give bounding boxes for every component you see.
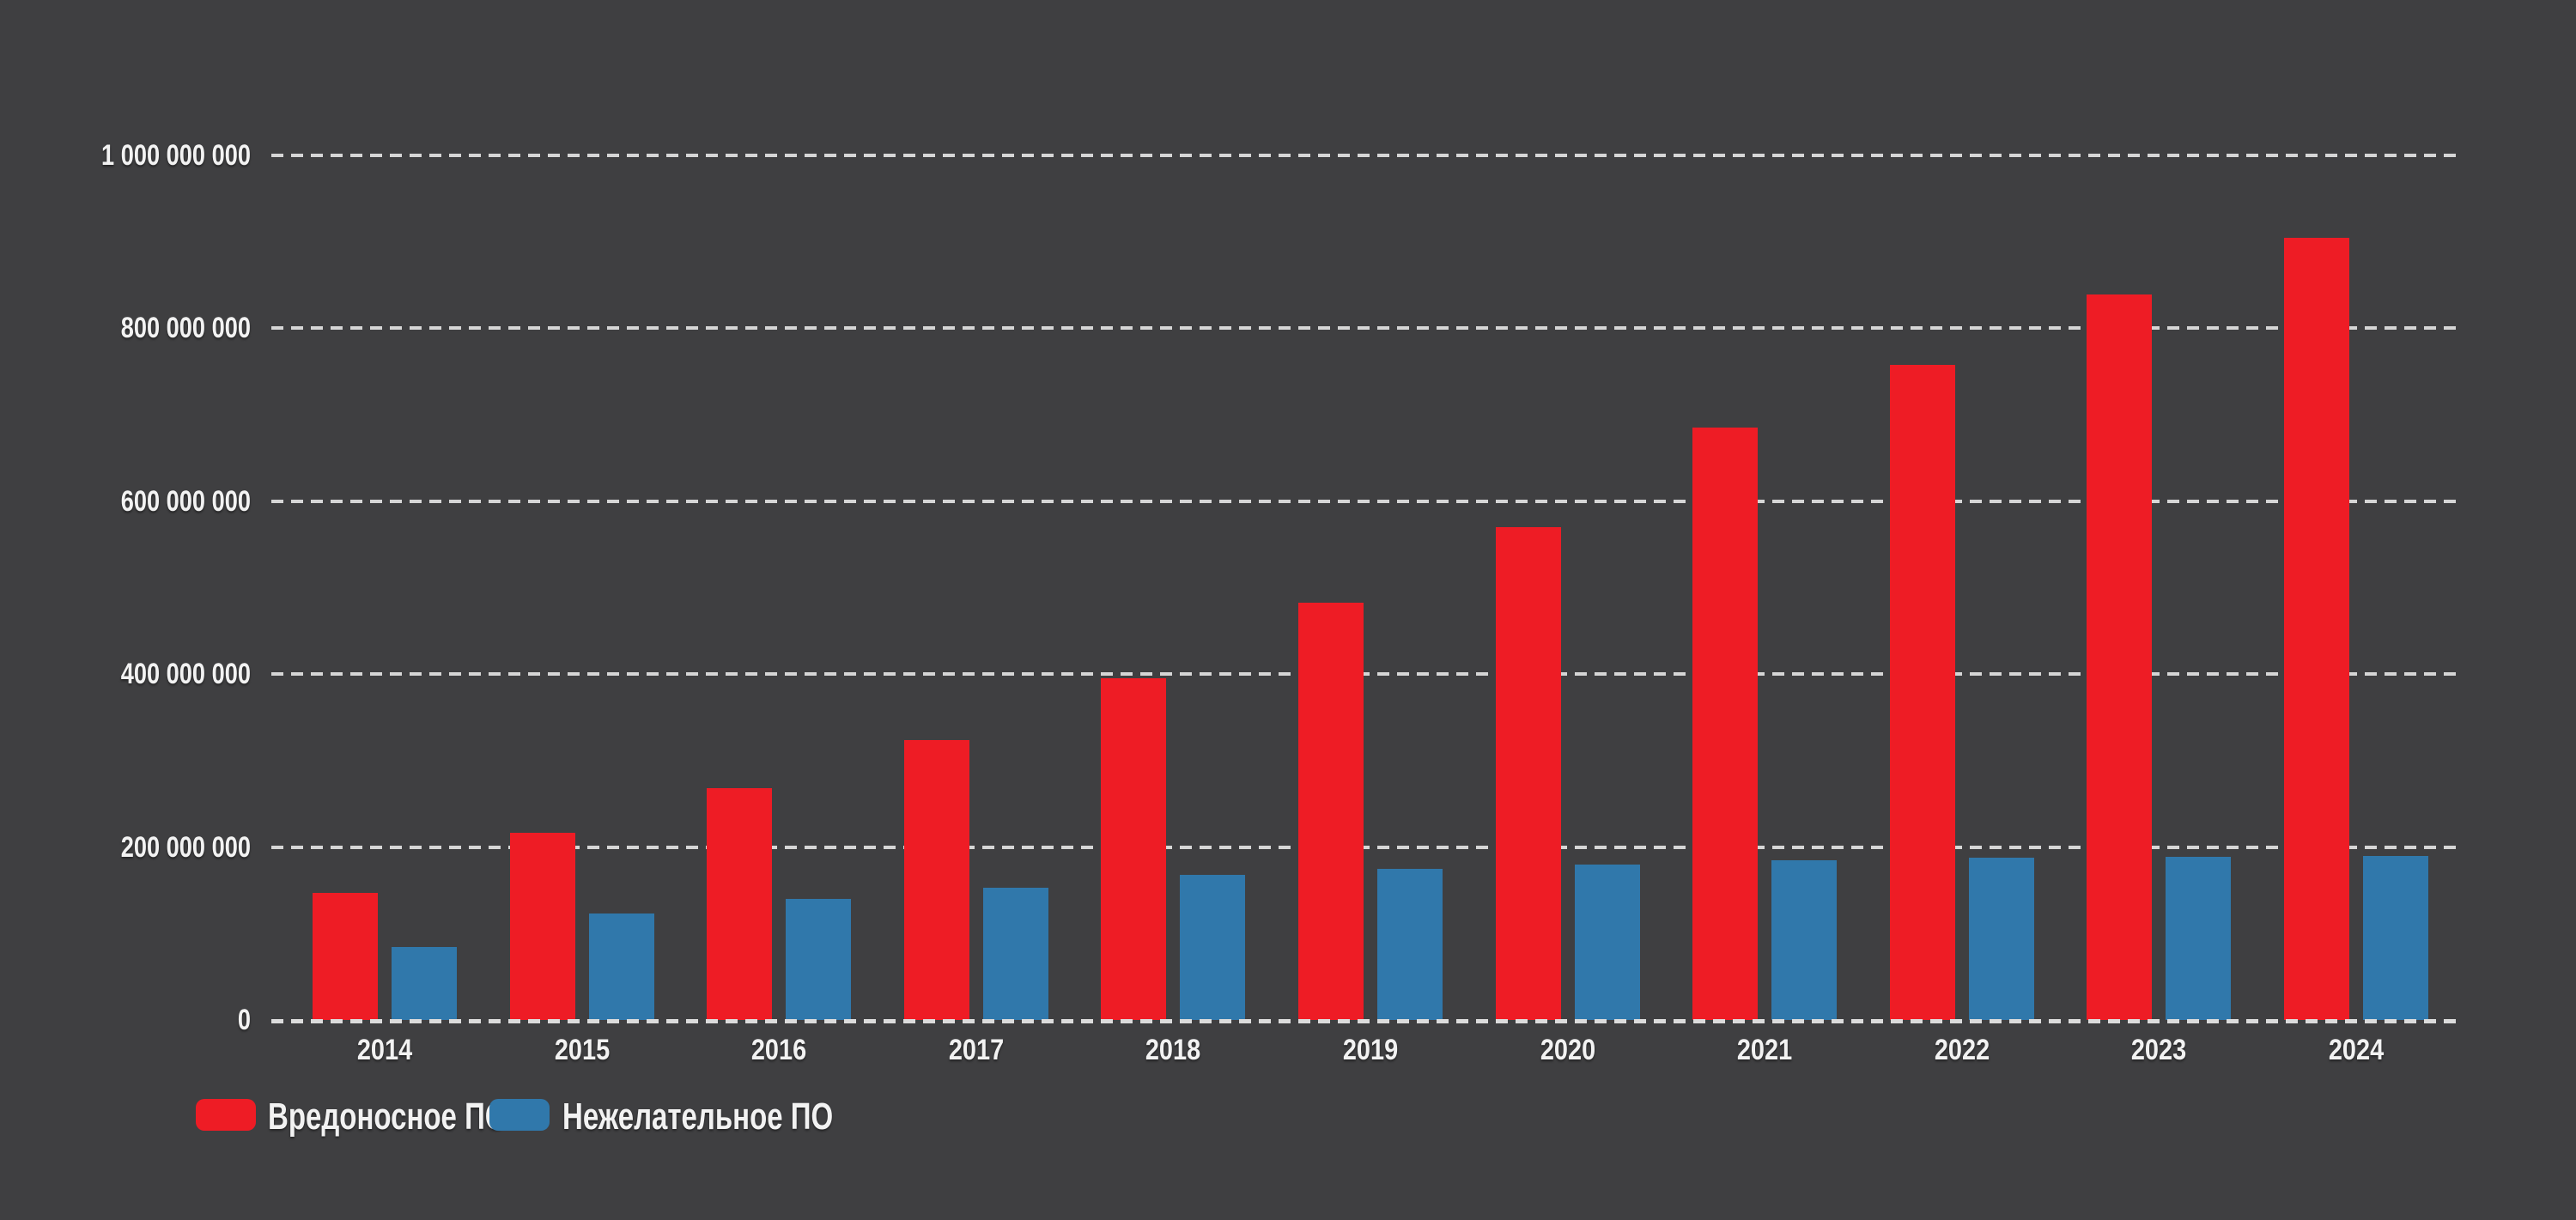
legend-label-pua: Нежелательное ПО <box>562 1096 834 1138</box>
bar-malware-2014 <box>313 892 378 1020</box>
x-axis-label: 2016 <box>751 1034 807 1066</box>
bar-pua-2014 <box>392 947 457 1020</box>
bar-malware-2019 <box>1298 602 1364 1020</box>
bar-malware-2016 <box>707 788 772 1020</box>
y-axis-label: 0 <box>237 1004 251 1036</box>
gridline <box>271 672 2456 677</box>
legend-swatch-pua <box>489 1099 550 1131</box>
bar-pua-2023 <box>2166 856 2231 1020</box>
bar-pua-2024 <box>2363 855 2428 1020</box>
bar-malware-2021 <box>1692 428 1758 1020</box>
x-axis-label: 2021 <box>1737 1034 1793 1066</box>
bar-malware-2023 <box>2087 294 2152 1020</box>
y-axis-label: 1 000 000 000 <box>101 139 252 172</box>
bar-pua-2020 <box>1575 864 1640 1020</box>
x-axis-label: 2022 <box>1934 1034 1990 1066</box>
x-axis-label: 2019 <box>1342 1034 1399 1066</box>
bar-pua-2018 <box>1180 874 1245 1020</box>
gridline <box>271 845 2456 849</box>
bar-pua-2016 <box>786 899 851 1020</box>
x-axis-label: 2024 <box>2328 1034 2385 1066</box>
bar-malware-2022 <box>1890 364 1955 1020</box>
bar-pua-2022 <box>1969 857 2034 1020</box>
bar-pua-2015 <box>589 913 654 1020</box>
y-axis-label: 600 000 000 <box>120 484 251 518</box>
bar-pua-2017 <box>983 887 1048 1020</box>
bar-malware-2024 <box>2284 237 2349 1020</box>
legend-swatch-malware <box>196 1099 256 1131</box>
bar-malware-2020 <box>1496 527 1561 1020</box>
baseline-gridline <box>271 1019 2456 1023</box>
y-axis-label: 200 000 000 <box>120 830 251 864</box>
gridline <box>271 154 2456 157</box>
x-axis-label: 2023 <box>2131 1034 2187 1066</box>
gridline <box>271 499 2456 503</box>
bar-malware-2017 <box>904 739 969 1020</box>
bar-pua-2021 <box>1771 859 1837 1020</box>
gridline <box>271 326 2456 331</box>
x-axis-label: 2018 <box>1145 1034 1201 1066</box>
x-axis-label: 2017 <box>948 1034 1004 1066</box>
x-axis-label: 2020 <box>1540 1034 1595 1066</box>
bar-malware-2018 <box>1101 678 1166 1020</box>
legend-label-malware: Вредоносное ПО <box>268 1096 507 1138</box>
bar-malware-2015 <box>510 833 575 1020</box>
y-axis-label: 400 000 000 <box>120 658 251 691</box>
x-axis-label: 2014 <box>356 1034 413 1066</box>
x-axis-label: 2015 <box>554 1034 610 1066</box>
y-axis-label: 800 000 000 <box>120 312 251 345</box>
bar-pua-2019 <box>1377 868 1443 1020</box>
